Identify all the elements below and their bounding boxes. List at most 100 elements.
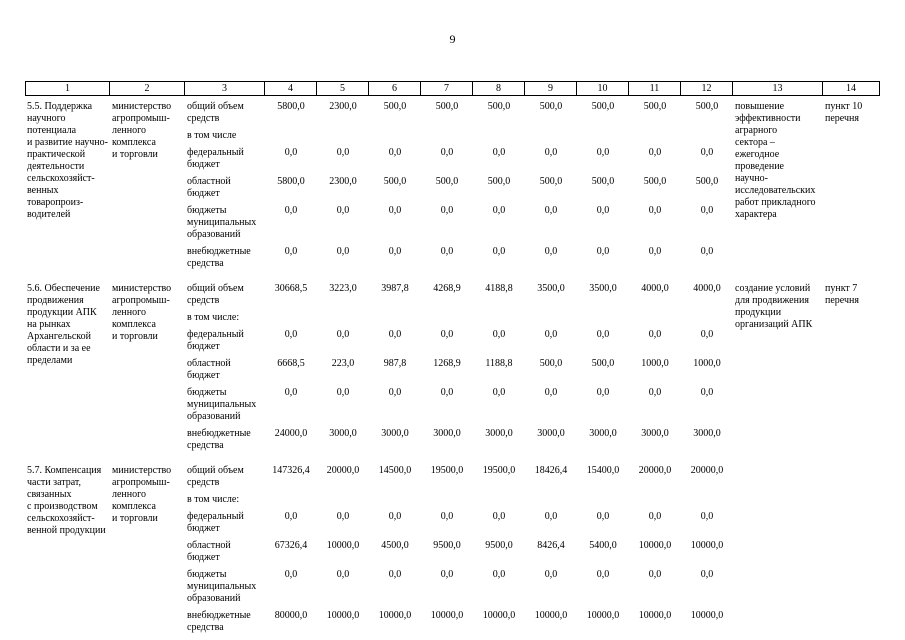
funding-label: федеральный бюджет xyxy=(187,329,244,352)
amount: 0,0 xyxy=(492,246,506,257)
amount: 0,0 xyxy=(388,246,402,257)
amount: 3000,0 xyxy=(589,428,617,439)
amount: 80000,0 xyxy=(274,610,308,621)
reference: пункт 7 перечня xyxy=(825,283,859,306)
executor: министерство агропромыш- ленного комплек… xyxy=(112,101,172,160)
amount: 0,0 xyxy=(440,246,454,257)
funding-label: бюджеты муниципальных образований xyxy=(187,387,257,422)
column-header: 7 xyxy=(421,81,473,96)
row-spacer xyxy=(25,457,880,460)
funding-label: внебюджетные средства xyxy=(187,610,251,633)
expected-result: создание условий для продвижения продукц… xyxy=(735,283,813,330)
amount: 0,0 xyxy=(648,569,662,580)
amount: 0,0 xyxy=(700,246,714,257)
amount: 0,0 xyxy=(544,147,558,158)
amount: 3987,8 xyxy=(381,283,409,294)
amount: 0,0 xyxy=(492,329,506,340)
amount: 0,0 xyxy=(388,147,402,158)
amount: 67326,4 xyxy=(274,540,308,551)
amount: 10000,0 xyxy=(586,610,620,621)
amount: 0,0 xyxy=(648,246,662,257)
amount: 0,0 xyxy=(700,205,714,216)
page-number: 9 xyxy=(449,32,456,46)
amount: 0,0 xyxy=(336,329,350,340)
amount: 987,8 xyxy=(383,358,407,369)
amount: 30668,5 xyxy=(274,283,308,294)
column-header: 8 xyxy=(473,81,525,96)
amount: 0,0 xyxy=(284,147,298,158)
amount: 2300,0 xyxy=(329,101,357,112)
amount: 4500,0 xyxy=(381,540,409,551)
amount: 3000,0 xyxy=(381,428,409,439)
amount: 10000,0 xyxy=(638,610,672,621)
amount: 2300,0 xyxy=(329,176,357,187)
amount: 0,0 xyxy=(336,387,350,398)
amount: 20000,0 xyxy=(326,465,360,476)
amount: 147326,4 xyxy=(272,465,310,476)
amount: 0,0 xyxy=(440,147,454,158)
funding-label: в том числе: xyxy=(187,494,240,505)
amount: 0,0 xyxy=(336,511,350,522)
amount: 0,0 xyxy=(700,511,714,522)
amount: 5800,0 xyxy=(277,176,305,187)
amount: 0,0 xyxy=(544,205,558,216)
amount: 10000,0 xyxy=(638,540,672,551)
reference: пункт 10 перечня xyxy=(825,101,863,124)
amount: 0,0 xyxy=(284,569,298,580)
funding-label: в том числе xyxy=(187,130,237,141)
amount: 500,0 xyxy=(643,101,667,112)
amount: 0,0 xyxy=(544,569,558,580)
funding-label: общий объем средств xyxy=(187,465,244,488)
column-header: 12 xyxy=(681,81,733,96)
amount: 10000,0 xyxy=(326,610,360,621)
amount: 0,0 xyxy=(284,387,298,398)
expected-result: повышение эффективности аграрного сектор… xyxy=(735,101,816,220)
column-header: 4 xyxy=(265,81,317,96)
column-header: 10 xyxy=(577,81,629,96)
amount: 0,0 xyxy=(388,387,402,398)
amount: 0,0 xyxy=(284,511,298,522)
column-header: 11 xyxy=(629,81,681,96)
column-header: 6 xyxy=(369,81,421,96)
amount: 0,0 xyxy=(700,387,714,398)
amount: 4188,8 xyxy=(485,283,513,294)
funding-label: федеральный бюджет xyxy=(187,511,244,534)
measure-title: 5.5. Поддержка научного потенциала и раз… xyxy=(27,101,108,220)
amount: 0,0 xyxy=(440,329,454,340)
amount: 500,0 xyxy=(591,176,615,187)
amount: 0,0 xyxy=(492,569,506,580)
amount: 0,0 xyxy=(648,329,662,340)
executor: министерство агропромыш- ленного комплек… xyxy=(112,465,172,524)
amount: 10000,0 xyxy=(690,610,724,621)
amount: 0,0 xyxy=(388,329,402,340)
amount: 0,0 xyxy=(284,205,298,216)
amount: 18426,4 xyxy=(534,465,568,476)
amount: 0,0 xyxy=(284,329,298,340)
amount: 0,0 xyxy=(388,569,402,580)
amount: 0,0 xyxy=(700,147,714,158)
amount: 0,0 xyxy=(440,205,454,216)
amount: 0,0 xyxy=(648,387,662,398)
amount: 24000,0 xyxy=(274,428,308,439)
amount: 4000,0 xyxy=(641,283,669,294)
funding-label: общий объем средств xyxy=(187,283,244,306)
amount: 0,0 xyxy=(648,147,662,158)
amount: 10000,0 xyxy=(430,610,464,621)
amount: 0,0 xyxy=(336,246,350,257)
amount: 500,0 xyxy=(539,101,563,112)
amount: 0,0 xyxy=(440,387,454,398)
amount: 500,0 xyxy=(383,176,407,187)
amount: 15400,0 xyxy=(586,465,620,476)
column-header: 13 xyxy=(733,81,823,96)
amount: 19500,0 xyxy=(430,465,464,476)
amount: 0,0 xyxy=(596,246,610,257)
amount: 14500,0 xyxy=(378,465,412,476)
amount: 0,0 xyxy=(284,246,298,257)
amount: 20000,0 xyxy=(690,465,724,476)
amount: 3000,0 xyxy=(537,428,565,439)
amount: 0,0 xyxy=(596,329,610,340)
amount: 500,0 xyxy=(695,101,719,112)
column-header: 5 xyxy=(317,81,369,96)
amount: 1000,0 xyxy=(641,358,669,369)
amount: 9500,0 xyxy=(485,540,513,551)
